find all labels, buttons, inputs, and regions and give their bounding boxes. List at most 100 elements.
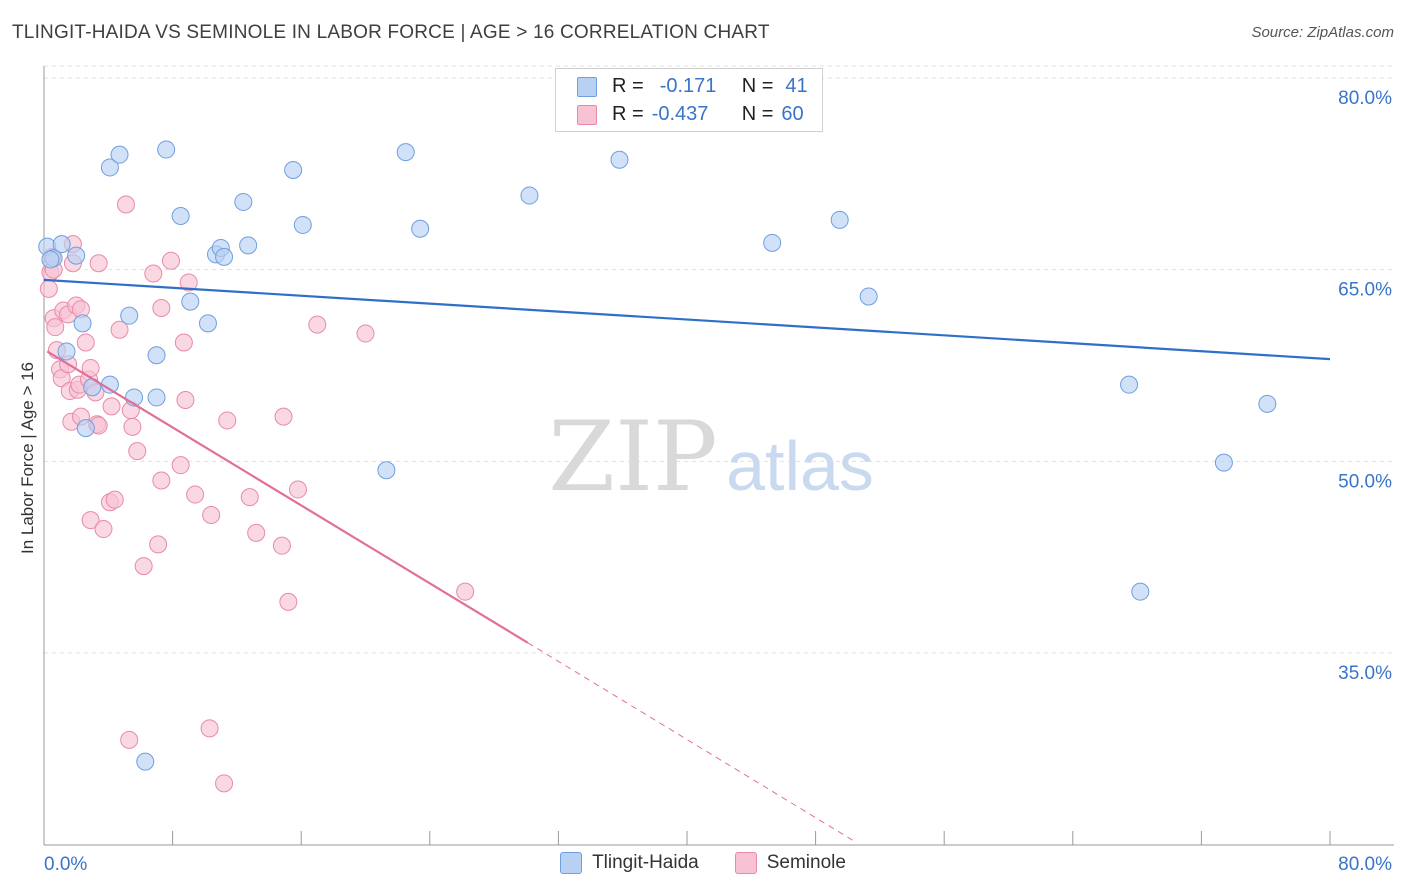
tlingit-haida-point <box>859 287 878 306</box>
tlingit-haida-point <box>147 388 166 407</box>
tlingit-haida-point <box>830 210 849 229</box>
seminole-point <box>76 333 95 352</box>
seminole-point <box>356 324 375 343</box>
seminole-point <box>39 279 58 298</box>
r-label: R = <box>612 102 644 125</box>
tlingit-haida-point <box>1131 582 1150 601</box>
seminole-point <box>152 299 171 317</box>
tlingit-haida-point <box>100 158 119 177</box>
n-value: 60 <box>781 102 804 125</box>
tlingit-haida-point <box>284 161 303 179</box>
tlingit-haida-point <box>198 314 217 333</box>
tlingit-haida-point <box>110 145 129 164</box>
n-value: 41 <box>785 74 808 97</box>
tlingit-haida-point <box>136 752 155 771</box>
tlingit-haida-point <box>67 246 86 265</box>
y-tick-label: 50.0% <box>1338 471 1392 492</box>
legend-label: Tlingit-Haida <box>592 852 699 873</box>
seminole-point <box>247 523 266 542</box>
tlingit-haida-point <box>147 346 166 365</box>
seminole-point <box>81 511 100 530</box>
r-value: -0.437 <box>651 102 709 125</box>
seminole-point <box>174 333 193 352</box>
seminole-point <box>456 582 475 601</box>
tlingit-haida-points <box>38 113 1277 771</box>
gridlines <box>44 65 1394 654</box>
n-label: N = <box>741 102 774 125</box>
seminole-point <box>134 557 153 576</box>
seminole-point <box>123 417 142 436</box>
pink-swatch <box>577 105 597 125</box>
seminole-point <box>274 407 293 426</box>
seminole-point <box>279 592 298 611</box>
seminole-point <box>179 273 198 292</box>
tlingit-haida-point <box>1120 375 1139 394</box>
seminole-point <box>105 490 124 509</box>
seminole-point <box>89 254 108 273</box>
seminole-trend-line <box>46 350 529 644</box>
seminole-point <box>102 397 121 416</box>
tlingit-haida-point <box>610 150 629 169</box>
tlingit-haida-point <box>181 292 200 311</box>
tlingit-haida-point <box>1258 394 1277 413</box>
tlingit-haida-point <box>293 215 312 234</box>
tlingit-haida-trend-line <box>43 278 1331 361</box>
stats-row-seminole: R = -0.437 N = 60 <box>577 100 804 128</box>
n-label: N = <box>741 74 774 97</box>
legend-item-seminole[interactable]: Seminole <box>734 852 846 874</box>
seminole-point <box>46 318 65 337</box>
watermark: ZIP atlas <box>548 401 874 513</box>
x-tick-label: 80.0% <box>1338 854 1392 875</box>
blue-swatch <box>577 77 597 97</box>
seminole-point <box>171 456 190 475</box>
seminole-point <box>152 471 171 490</box>
seminole-point <box>94 520 113 539</box>
tlingit-haida-point <box>157 140 176 159</box>
tlingit-haida-point <box>377 461 396 480</box>
seminole-point <box>120 730 139 749</box>
chart-title: TLINGIT-HAIDA VS SEMINOLE IN LABOR FORCE… <box>12 22 770 43</box>
trend-lines <box>43 278 1331 843</box>
y-tick-label: 65.0% <box>1338 280 1392 301</box>
legend-label: Seminole <box>766 852 846 873</box>
seminole-point <box>240 488 259 507</box>
seminole-point <box>202 506 221 524</box>
tlingit-haida-point <box>57 342 76 361</box>
seminole-points <box>39 195 475 793</box>
tlingit-haida-point <box>411 219 430 238</box>
seminole-point <box>308 315 327 334</box>
seminole-point <box>144 264 163 283</box>
seminole-point <box>186 485 205 504</box>
tlingit-haida-point <box>396 143 415 162</box>
y-tick-label: 80.0% <box>1338 88 1392 109</box>
seminole-point <box>116 195 135 214</box>
seminole-point <box>176 391 195 409</box>
tlingit-haida-point <box>41 250 60 269</box>
tlingit-haida-point <box>234 192 253 211</box>
axes <box>43 66 1394 846</box>
y-tick-label: 35.0% <box>1338 663 1392 684</box>
x-tick-label: 0.0% <box>44 854 87 875</box>
watermark-zip: ZIP <box>548 401 717 513</box>
r-label: R = <box>612 74 644 97</box>
tlingit-haida-point <box>520 186 539 205</box>
seminole-point <box>215 774 234 793</box>
seminole-point <box>272 536 291 555</box>
tick-labels: 80.0% 65.0% 50.0% 35.0% 0.0% 80.0% <box>44 88 1392 875</box>
seminole-point <box>200 719 219 738</box>
legend: Tlingit-Haida Seminole <box>0 852 1406 874</box>
seminole-point <box>128 442 147 461</box>
tlingit-haida-point <box>239 236 258 255</box>
seminole-point <box>288 480 307 499</box>
legend-swatch-blue <box>560 852 583 874</box>
stats-box: R = -0.171 N = 41 R = -0.437 N = 60 <box>555 68 823 132</box>
seminole-point <box>149 535 168 554</box>
legend-swatch-pink <box>734 852 757 874</box>
source-credit: Source: ZipAtlas.com <box>1251 24 1394 41</box>
legend-item-tlingit-haida[interactable]: Tlingit-Haida <box>560 852 699 874</box>
seminole-point <box>161 251 180 270</box>
stats-row-tlingit-haida: R = -0.171 N = 41 <box>577 72 808 100</box>
seminole-trend-extension <box>527 642 857 843</box>
seminole-point <box>110 320 129 339</box>
